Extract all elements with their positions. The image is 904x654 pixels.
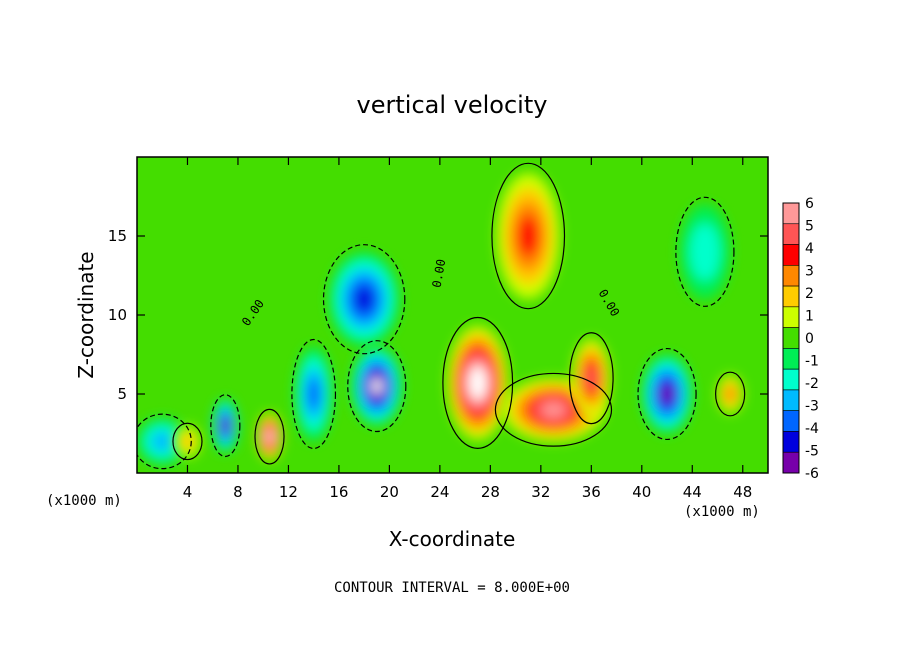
- x-axis-label: X-coordinate: [389, 527, 516, 551]
- y-axis-ticks: 5 10 15: [108, 227, 768, 403]
- contour-label-2: 0.00: [430, 258, 449, 289]
- x-axis-ticks: 4 8 12 16 20 24 28 32 36 40 44 48: [183, 157, 752, 501]
- x-tick-label: 8: [233, 483, 243, 501]
- field-feature-8: [294, 346, 333, 442]
- field-feature-7: [351, 346, 403, 426]
- y-tick-label: 10: [108, 306, 127, 324]
- plot-area: [136, 156, 769, 474]
- x-tick-label: 48: [733, 483, 752, 501]
- contour-interval-footer: CONTOUR INTERVAL = 8.000E+00: [334, 580, 570, 596]
- colorbar: 6 5 4 3 2 1 0 -1 -2 -3 -4 -5 -6: [782, 196, 819, 482]
- x-tick-label: 24: [430, 483, 449, 501]
- zero-contour-7: [347, 340, 407, 433]
- colorbar-tick-label: -3: [805, 399, 819, 415]
- colorbar-swatch: [782, 327, 800, 349]
- x-tick-label: 20: [380, 483, 399, 501]
- zero-contour-4: [568, 332, 614, 425]
- colorbar-tick-label: 5: [805, 219, 814, 235]
- x-tick-label: 36: [582, 483, 601, 501]
- zero-contour-8: [291, 338, 337, 450]
- colorbar-swatch: [782, 431, 800, 453]
- zero-contour-12: [715, 371, 746, 417]
- field-feature-5: [256, 412, 283, 461]
- colorbar-swatch: [782, 306, 800, 328]
- field-feature-11: [137, 417, 188, 466]
- zero-contour-10: [637, 347, 697, 441]
- colorbar-swatch: [782, 451, 800, 474]
- colorbar-tick-label: 1: [805, 309, 814, 325]
- x-tick-label: 16: [329, 483, 348, 501]
- colorbar-tick-label: 4: [805, 241, 814, 257]
- zero-contour-9: [210, 394, 241, 458]
- x-unit-label-right: (x1000 m): [684, 504, 760, 520]
- chart-title: vertical velocity: [357, 91, 548, 119]
- zero-contour-2: [491, 162, 566, 310]
- zero-contour-6: [322, 244, 406, 355]
- zero-contour-13: [172, 422, 203, 461]
- field-feature-3: [502, 378, 604, 442]
- field-feature-10: [641, 354, 693, 434]
- zero-contour-1: [442, 316, 514, 449]
- zero-contour-14: [675, 196, 735, 307]
- colorbar-tick-label: -5: [805, 444, 819, 460]
- colorbar-tick-label: 2: [805, 286, 814, 302]
- velocity-field: [137, 172, 743, 466]
- colorbar-tick-label: -4: [805, 421, 819, 437]
- y-tick-label: 15: [108, 227, 127, 245]
- x-tick-label: 40: [632, 483, 651, 501]
- field-feature-1: [447, 326, 509, 440]
- x-tick-label: 4: [183, 483, 193, 501]
- colorbar-tick-label: -6: [805, 466, 819, 482]
- zero-contour-3: [494, 372, 613, 447]
- field-feature-6: [328, 251, 400, 347]
- colorbar-tick-label: -2: [805, 376, 819, 392]
- y-axis-label: Z-coordinate: [74, 251, 98, 378]
- field-feature-12: [717, 375, 743, 413]
- y-tick-label: 5: [117, 385, 127, 403]
- colorbar-swatch: [782, 410, 800, 432]
- field-feature-13: [174, 425, 201, 458]
- x-tick-label: 32: [531, 483, 550, 501]
- x-unit-label-left: (x1000 m): [46, 493, 122, 509]
- colorbar-swatch: [782, 348, 800, 370]
- colorbar-tick-label: 6: [805, 196, 814, 212]
- colorbar-tick-label: 0: [805, 331, 814, 347]
- x-tick-label: 44: [683, 483, 702, 501]
- zero-contours: [137, 162, 746, 470]
- colorbar-swatch: [782, 223, 800, 245]
- colorbar-tick-label: -1: [805, 354, 819, 370]
- field-feature-4: [572, 338, 611, 418]
- colorbar-swatch: [782, 368, 800, 391]
- colorbar-tick-label: 3: [805, 264, 814, 280]
- colorbar-swatch: [782, 265, 800, 287]
- zero-contour-11: [137, 413, 192, 470]
- x-tick-label: 28: [481, 483, 500, 501]
- field-feature-9: [212, 398, 238, 453]
- colorbar-frame: [782, 202, 800, 474]
- colorbar-swatch: [782, 244, 800, 266]
- field-feature-2: [496, 172, 560, 300]
- field-feature-14: [679, 204, 731, 300]
- colorbar-swatch: [782, 285, 800, 308]
- colorbar-swatch: [782, 202, 800, 225]
- zero-contour-5: [254, 408, 285, 465]
- x-tick-label: 12: [279, 483, 298, 501]
- colorbar-swatch: [782, 389, 800, 411]
